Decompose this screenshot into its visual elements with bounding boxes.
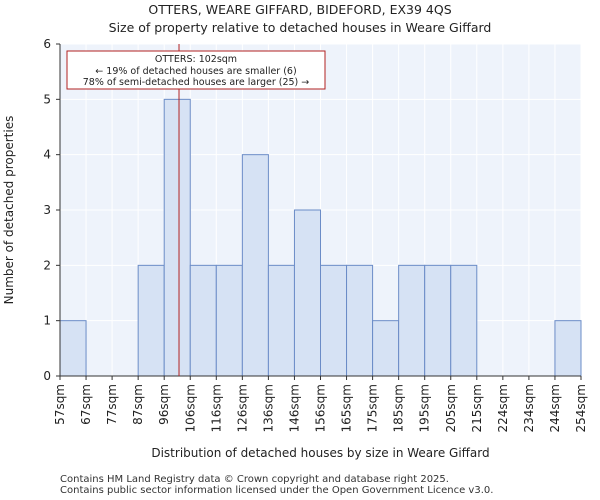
x-tick-label: 254sqm — [574, 384, 588, 432]
x-tick-label: 106sqm — [183, 384, 197, 432]
x-tick-label: 136sqm — [261, 384, 275, 432]
y-tick-label: 5 — [43, 92, 51, 106]
bar — [372, 320, 400, 377]
footer-copyright: Contains HM Land Registry data © Crown c… — [60, 474, 449, 485]
annotation-larger: 78% of semi-detached houses are larger (… — [83, 77, 310, 88]
bar — [346, 264, 374, 377]
x-tick-label: 96sqm — [157, 384, 171, 425]
bar — [398, 264, 426, 377]
y-axis-label: Number of detached properties — [2, 116, 16, 305]
bar — [554, 320, 582, 377]
chart-subtitle: Size of property relative to detached ho… — [108, 20, 492, 35]
x-tick-label: 67sqm — [79, 384, 93, 425]
x-tick-label: 224sqm — [496, 384, 510, 432]
x-tick-label: 185sqm — [392, 384, 406, 432]
chart-title: OTTERS, WEARE GIFFARD, BIDEFORD, EX39 4Q… — [148, 2, 452, 17]
bar — [424, 264, 452, 377]
annotation-smaller: ← 19% of detached houses are smaller (6) — [95, 66, 296, 77]
x-tick-label: 215sqm — [470, 384, 484, 432]
x-tick-label: 146sqm — [287, 384, 301, 432]
x-axis-label: Distribution of detached houses by size … — [151, 446, 489, 460]
bar — [450, 264, 478, 377]
x-tick-label: 165sqm — [340, 384, 354, 432]
annotation-title: OTTERS: 102sqm — [155, 54, 237, 65]
bar — [59, 320, 87, 377]
bar — [267, 264, 295, 377]
x-tick-label: 77sqm — [105, 384, 119, 425]
bar — [320, 264, 348, 377]
footer-licence: Contains public sector information licen… — [60, 485, 494, 496]
y-tick-label: 4 — [43, 148, 51, 162]
x-tick-label: 116sqm — [209, 384, 223, 432]
bar — [189, 264, 217, 377]
x-tick-label: 126sqm — [235, 384, 249, 432]
bar — [215, 264, 243, 377]
annotation-box — [66, 50, 326, 90]
x-tick-label: 87sqm — [131, 384, 145, 425]
x-tick-label: 156sqm — [314, 384, 328, 432]
y-tick-label: 2 — [43, 258, 51, 272]
y-tick-label: 1 — [43, 314, 51, 328]
x-tick-label: 205sqm — [444, 384, 458, 432]
bar — [293, 209, 322, 377]
x-tick-label: 195sqm — [418, 384, 432, 432]
y-tick-label: 3 — [43, 203, 51, 217]
bar — [241, 154, 269, 377]
bar — [137, 264, 165, 377]
x-tick-label: 175sqm — [366, 384, 380, 432]
y-tick-label: 6 — [43, 37, 51, 51]
x-tick-label: 244sqm — [548, 384, 562, 432]
x-tick-label: 234sqm — [522, 384, 536, 432]
x-tick-label: 57sqm — [53, 384, 67, 425]
bar — [163, 98, 191, 377]
y-tick-label: 0 — [43, 369, 51, 383]
histogram-chart: 0 1 2 3 4 5 6 57sqm 67sqm 77sqm 87sqm 96sqm 106sqm 1… — [2, 37, 588, 460]
